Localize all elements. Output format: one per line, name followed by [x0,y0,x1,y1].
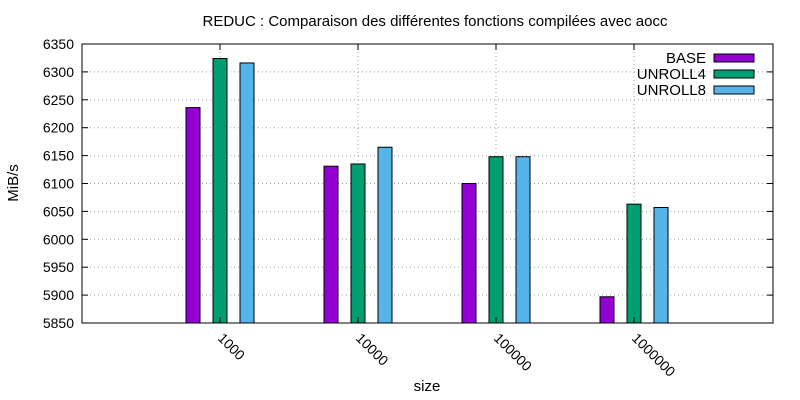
bar-base-1000 [185,107,201,324]
y-tick-label: 6250 [43,92,74,108]
y-axis-label: MiB/s [5,164,22,202]
legend-swatch-base [713,53,755,63]
y-tick-label: 5950 [43,259,74,275]
bar-base-100000 [461,183,477,324]
bar-base-10000 [323,165,339,324]
bar-unroll8-1000000 [653,206,669,324]
bar-unroll4-1000000 [626,203,642,324]
bar-unroll4-100000 [488,156,504,324]
legend-label-base: BASE [666,50,706,67]
y-tick-label: 6200 [43,120,74,136]
chart-title: REDUC : Comparaison des différentes fonc… [203,13,668,30]
y-tick-label: 6050 [43,203,74,219]
bar-unroll8-100000 [515,156,531,324]
x-tick-label: 100000 [491,330,535,374]
legend-swatch-unroll4 [713,69,755,79]
x-tick-label: 10000 [353,330,392,369]
y-tick-label: 5850 [43,315,74,331]
y-tick-label: 6150 [43,148,74,164]
y-tick-label: 6350 [43,36,74,52]
bar-base-1000000 [599,296,615,324]
legend-swatch-unroll8 [713,85,755,95]
y-tick-label: 6300 [43,64,74,80]
x-tick-label: 1000 [215,330,248,363]
bar-unroll8-10000 [377,146,393,324]
bar-unroll8-1000 [239,62,255,324]
bar-unroll4-10000 [350,163,366,324]
bars [185,58,669,324]
y-tick-label: 5900 [43,287,74,303]
x-tick-label: 1000000 [629,330,679,380]
y-tick-label: 6000 [43,231,74,247]
bar-unroll4-1000 [212,58,228,324]
y-tick-label: 6100 [43,176,74,192]
legend-label-unroll4: UNROLL4 [637,66,706,83]
legend-label-unroll8: UNROLL8 [637,82,706,99]
x-axis-label: size [414,378,441,395]
